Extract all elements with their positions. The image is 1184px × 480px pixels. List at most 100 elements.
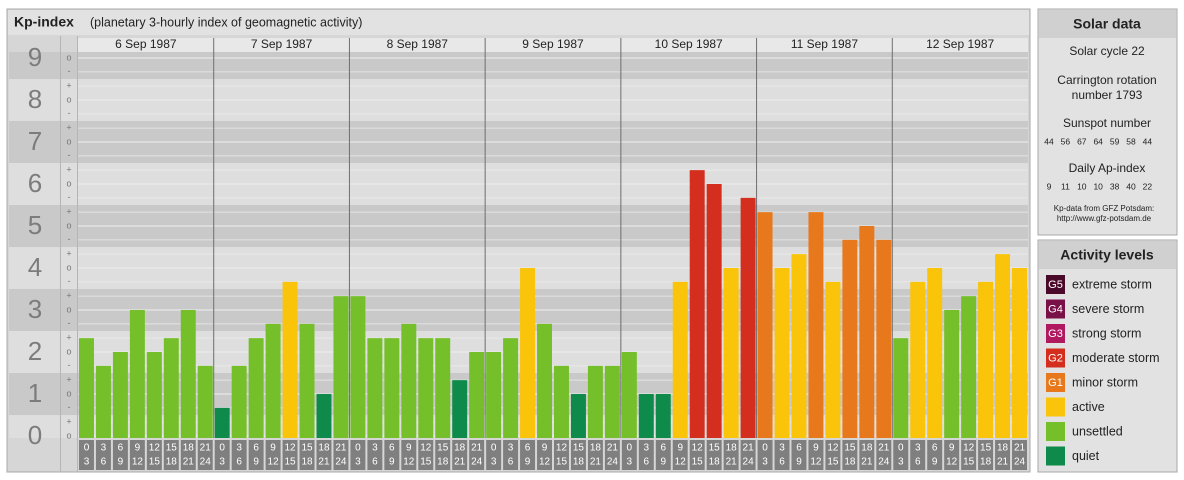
hour-label: 9 bbox=[932, 457, 938, 468]
bar bbox=[978, 281, 994, 438]
legend-swatch bbox=[1046, 324, 1065, 343]
hour-label: 6 bbox=[915, 457, 921, 468]
legend-swatch bbox=[1046, 446, 1065, 466]
bar bbox=[604, 365, 620, 438]
hour-label: 15 bbox=[556, 457, 568, 468]
bar bbox=[435, 338, 451, 438]
hour-label: 24 bbox=[471, 457, 483, 468]
hour-box bbox=[129, 440, 145, 470]
hour-label: 3 bbox=[644, 443, 650, 454]
legend-title: Activity levels bbox=[1060, 247, 1154, 263]
hour-label: 12 bbox=[284, 443, 296, 454]
hour-label: 12 bbox=[946, 457, 958, 468]
hour-label: 15 bbox=[437, 443, 449, 454]
ap-value: 11 bbox=[1061, 181, 1070, 191]
hour-label: 9 bbox=[389, 457, 395, 468]
hour-label: 18 bbox=[590, 443, 602, 454]
hour-label: 18 bbox=[573, 457, 585, 468]
hour-box bbox=[333, 440, 349, 470]
hour-label: 24 bbox=[1014, 457, 1026, 468]
hour-box bbox=[418, 440, 434, 470]
hour-box bbox=[537, 440, 552, 470]
sub-tick-label: - bbox=[68, 234, 71, 244]
legend-label: unsettled bbox=[1072, 424, 1123, 438]
hour-box bbox=[214, 440, 230, 470]
date-label: 7 Sep 1987 bbox=[251, 37, 313, 51]
hour-label: 3 bbox=[762, 457, 768, 468]
legend-label: moderate storm bbox=[1072, 351, 1160, 365]
hour-box bbox=[452, 440, 468, 470]
legend-title-bar bbox=[1039, 241, 1176, 269]
sub-tick-label: + bbox=[66, 417, 71, 427]
hour-label: 3 bbox=[372, 443, 378, 454]
y-tick-label: 3 bbox=[28, 294, 42, 324]
hour-box bbox=[740, 440, 756, 470]
hour-label: 0 bbox=[491, 443, 497, 454]
hour-label: 9 bbox=[270, 443, 276, 454]
hour-label: 21 bbox=[335, 443, 347, 454]
bar bbox=[621, 352, 637, 438]
legend-swatch bbox=[1046, 275, 1065, 294]
sub-tick-label: o bbox=[66, 430, 71, 440]
hour-label: 24 bbox=[335, 457, 347, 468]
hour-label: 6 bbox=[644, 457, 650, 468]
bar bbox=[808, 212, 824, 438]
hour-label: 9 bbox=[949, 443, 955, 454]
ap-value: 9 bbox=[1047, 181, 1052, 191]
bar bbox=[367, 338, 383, 438]
hour-label: 6 bbox=[660, 443, 666, 454]
bar bbox=[350, 296, 366, 438]
y-tick-label: 8 bbox=[28, 84, 42, 114]
sunspot-value: 44 bbox=[1044, 136, 1054, 146]
hour-label: 3 bbox=[508, 443, 514, 454]
sunspot-title: Sunspot number bbox=[1063, 116, 1151, 130]
legend-swatch bbox=[1046, 373, 1065, 392]
bar bbox=[893, 338, 909, 438]
y-tick-label: 4 bbox=[28, 252, 42, 282]
date-label: 11 Sep 1987 bbox=[791, 37, 858, 51]
hour-box bbox=[486, 440, 502, 470]
level-band bbox=[9, 415, 1028, 438]
bar bbox=[214, 407, 230, 438]
hour-box bbox=[554, 440, 569, 470]
hour-label: 12 bbox=[556, 443, 568, 454]
hour-label: 9 bbox=[253, 457, 259, 468]
hour-label: 12 bbox=[149, 443, 161, 454]
hour-label: 21 bbox=[318, 457, 330, 468]
bar bbox=[418, 338, 434, 438]
hour-label: 9 bbox=[118, 457, 124, 468]
legend-label: severe storm bbox=[1072, 302, 1144, 316]
bar bbox=[995, 254, 1011, 438]
bar bbox=[452, 380, 468, 438]
hour-box bbox=[944, 440, 960, 470]
hour-box bbox=[706, 440, 722, 470]
chart-subtitle: (planetary 3-hourly index of geomagnetic… bbox=[90, 15, 362, 29]
hour-label: 12 bbox=[692, 443, 704, 454]
hour-box bbox=[163, 440, 179, 470]
sunspot-value: 58 bbox=[1126, 136, 1136, 146]
bar bbox=[927, 268, 943, 438]
legend-swatch bbox=[1046, 422, 1065, 441]
hour-label: 0 bbox=[355, 443, 361, 454]
hour-label: 6 bbox=[118, 443, 124, 454]
hour-label: 21 bbox=[471, 443, 483, 454]
bar bbox=[197, 365, 213, 438]
sub-tick-label: o bbox=[66, 94, 71, 104]
bar bbox=[282, 281, 298, 438]
hour-box bbox=[893, 440, 909, 470]
bar bbox=[740, 197, 756, 438]
date-label: 8 Sep 1987 bbox=[387, 37, 449, 51]
hour-box bbox=[265, 440, 281, 470]
bar bbox=[180, 310, 196, 438]
legend-swatch bbox=[1046, 348, 1065, 368]
sunspot-value: 56 bbox=[1061, 136, 1071, 146]
bar bbox=[587, 365, 603, 438]
bar bbox=[248, 338, 264, 438]
hour-box bbox=[910, 440, 926, 470]
y-tick-label: 2 bbox=[28, 336, 42, 366]
hour-label: 21 bbox=[878, 443, 890, 454]
sub-tick-label: - bbox=[68, 192, 71, 202]
hour-box bbox=[995, 440, 1011, 470]
